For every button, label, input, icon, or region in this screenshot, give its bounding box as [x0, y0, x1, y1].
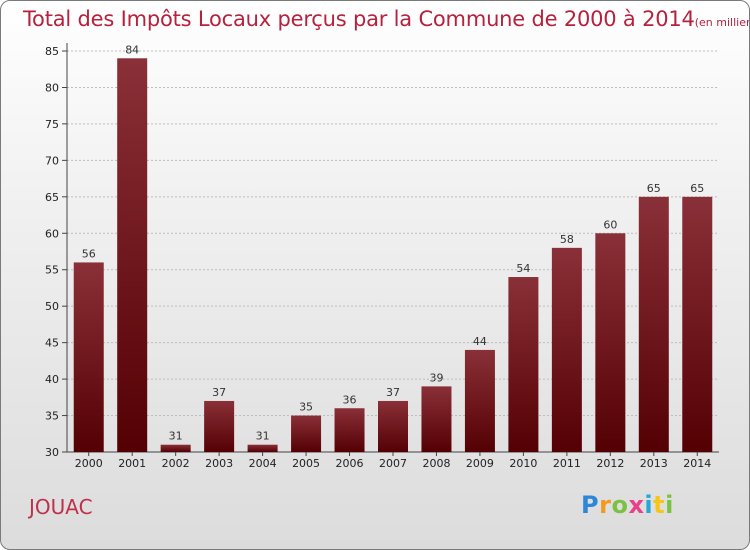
- x-tick-label-2004: 2004: [249, 457, 277, 470]
- bar-2005: [291, 415, 322, 452]
- bar-layer: [73, 58, 713, 453]
- y-tick-label: 55: [45, 264, 59, 277]
- x-tick-label-2014: 2014: [683, 457, 711, 470]
- x-tick-label-2011: 2011: [553, 457, 581, 470]
- bar-2006: [334, 408, 365, 452]
- logo-letter-2: r: [599, 491, 612, 519]
- x-tick-label-2002: 2002: [162, 457, 190, 470]
- x-tick-label-2009: 2009: [466, 457, 494, 470]
- value-label-2011: 58: [560, 233, 574, 246]
- y-tick-label: 70: [45, 154, 59, 167]
- logo-letter-3: o: [611, 491, 629, 519]
- axis-layer: 30 35 40 45 50 55 60 65 70 75 80 85 2000 2001 2002 2003…: [45, 43, 719, 470]
- bar-2013: [638, 196, 669, 452]
- value-label-2003: 37: [212, 386, 226, 399]
- x-tick-label-2008: 2008: [422, 457, 450, 470]
- value-label-2005: 35: [299, 401, 313, 414]
- bar-2009: [464, 349, 495, 452]
- y-tick-label: 65: [45, 191, 59, 204]
- y-tick-label: 50: [45, 300, 59, 313]
- bar-2010: [508, 277, 539, 452]
- x-tick-label-2006: 2006: [336, 457, 364, 470]
- bar-2012: [595, 233, 626, 452]
- x-tick-label-2012: 2012: [596, 457, 624, 470]
- bar-2007: [378, 400, 408, 452]
- logo-letter-7: i: [665, 491, 674, 519]
- value-label-2008: 39: [429, 371, 443, 384]
- y-tick-label: 80: [45, 81, 59, 94]
- commune-name: JOUAC: [29, 495, 93, 519]
- bar-2004: [247, 444, 278, 452]
- bar-2011: [551, 247, 582, 452]
- value-label-2006: 36: [343, 393, 357, 406]
- value-label-2002: 31: [169, 430, 183, 443]
- logo-letter-1: P: [581, 491, 600, 519]
- bar-2002: [160, 444, 191, 452]
- x-tick-label-2001: 2001: [118, 457, 146, 470]
- value-label-2007: 37: [386, 386, 400, 399]
- y-tick-label: 75: [45, 118, 59, 131]
- x-tick-label-2010: 2010: [509, 457, 537, 470]
- value-label-2009: 44: [473, 335, 487, 348]
- bar-2014: [682, 196, 713, 452]
- y-tick-label: 60: [45, 227, 59, 240]
- x-tick-label-2007: 2007: [379, 457, 407, 470]
- value-label-2012: 60: [603, 218, 617, 231]
- chart-title: Total des Impôts Locaux perçus par la Co…: [23, 7, 749, 31]
- y-tick-label: 30: [45, 446, 59, 459]
- proxiti-logo: Proxiti: [581, 491, 674, 519]
- bar-2000: [73, 262, 104, 452]
- y-tick-label: 45: [45, 337, 59, 350]
- bar-2001: [117, 58, 148, 453]
- value-label-2014: 65: [690, 182, 704, 195]
- value-label-2001: 84: [125, 43, 139, 56]
- x-tick-label-2000: 2000: [75, 457, 103, 470]
- y-tick-label: 35: [45, 410, 59, 423]
- chart-title-text: Total des Impôts Locaux perçus par la Co…: [23, 7, 695, 31]
- bar-2008: [421, 386, 452, 452]
- logo-letter-4: x: [628, 491, 645, 519]
- x-tick-label-2003: 2003: [205, 457, 233, 470]
- chart-title-unit: (en milliers d'€): [694, 16, 749, 29]
- value-label-2004: 31: [256, 430, 270, 443]
- x-tick-label-2005: 2005: [292, 457, 320, 470]
- y-tick-label: 85: [45, 45, 59, 58]
- value-label-2000: 56: [82, 247, 96, 260]
- logo-letter-6: t: [653, 491, 666, 519]
- bar-2003: [204, 400, 235, 452]
- label-layer: 56 84 31 37 31 35 36 37 39 44 54 58 60 65 65: [82, 43, 705, 442]
- value-label-2010: 54: [516, 262, 530, 275]
- y-tick-label: 40: [45, 373, 59, 386]
- value-label-2013: 65: [647, 182, 661, 195]
- x-tick-label-2013: 2013: [640, 457, 668, 470]
- logo-letter-5: i: [644, 491, 654, 519]
